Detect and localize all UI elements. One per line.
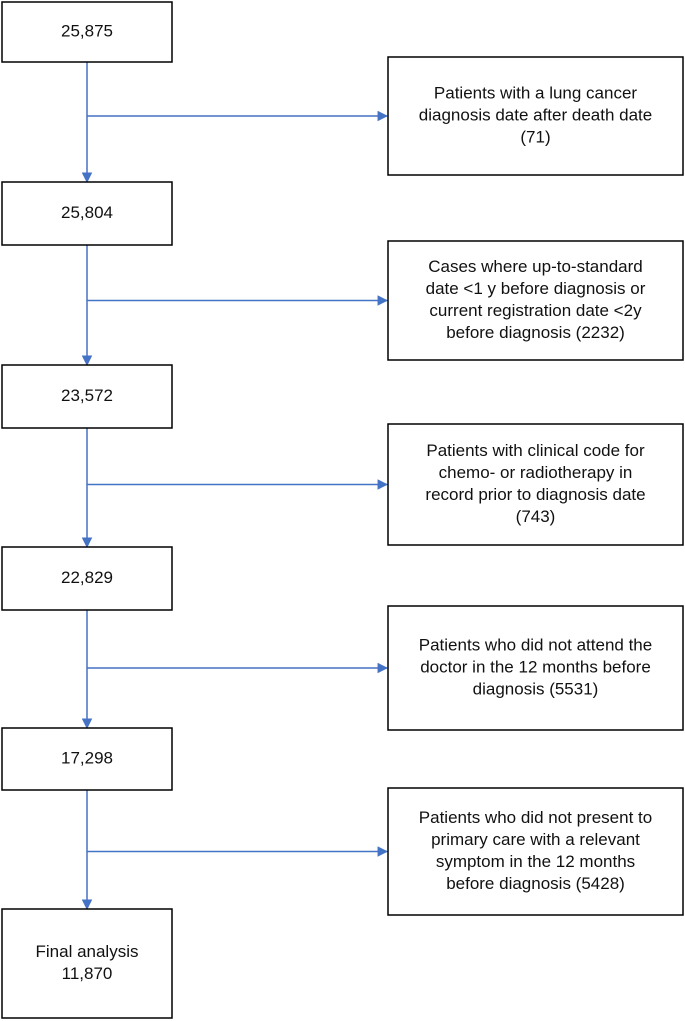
step-box	[1, 364, 173, 429]
exclusion-box-text: Patients with a lung cancer	[434, 83, 638, 102]
exclusion-box	[387, 605, 684, 731]
exclusion-box-text: Patients who did not present to	[419, 808, 652, 827]
step-box	[1, 727, 173, 791]
step-box	[1, 1, 173, 63]
step-box	[1, 908, 173, 1019]
step-box-text: Final analysis	[36, 942, 139, 961]
step-box	[1, 181, 173, 246]
step-box	[1, 546, 173, 611]
step-box-text: 22,829	[61, 568, 113, 587]
step-box-text: 17,298	[61, 748, 113, 767]
exclusion-box-text: diagnosis (5531)	[473, 679, 599, 698]
exclusion-box-text: (743)	[516, 507, 556, 526]
step-box-text: 25,804	[61, 203, 113, 222]
exclusion-box-text: date <1 y before diagnosis or	[426, 279, 646, 298]
exclusion-box-text: Cases where up-to-standard	[428, 257, 643, 276]
exclusion-box-text: chemo- or radiotherapy in	[439, 463, 633, 482]
exclusion-box-text: diagnosis date after death date	[419, 105, 652, 124]
exclusion-box-text: before diagnosis (2232)	[446, 323, 625, 342]
exclusion-box-text: current registration date <2y	[429, 301, 642, 320]
exclusion-box	[387, 240, 684, 361]
exclusion-box-text: symptom in the 12 months	[436, 852, 635, 871]
exclusion-box-text: (71)	[520, 127, 550, 146]
exclusion-box	[387, 423, 684, 546]
exclusion-box	[387, 787, 684, 916]
step-box-text: 11,870	[62, 964, 113, 983]
exclusion-box-text: record prior to diagnosis date	[425, 485, 645, 504]
step-box-text: 25,875	[61, 21, 113, 40]
exclusion-box-text: Patients with clinical code for	[426, 441, 645, 460]
step-box-text: 23,572	[61, 386, 113, 405]
exclusion-box-text: primary care with a relevant	[431, 830, 640, 849]
exclusion-box-text: Patients who did not attend the	[419, 635, 652, 654]
exclusion-box-text: doctor in the 12 months before	[420, 657, 651, 676]
exclusion-box	[387, 56, 684, 176]
exclusion-box-text: before diagnosis (5428)	[446, 874, 625, 893]
